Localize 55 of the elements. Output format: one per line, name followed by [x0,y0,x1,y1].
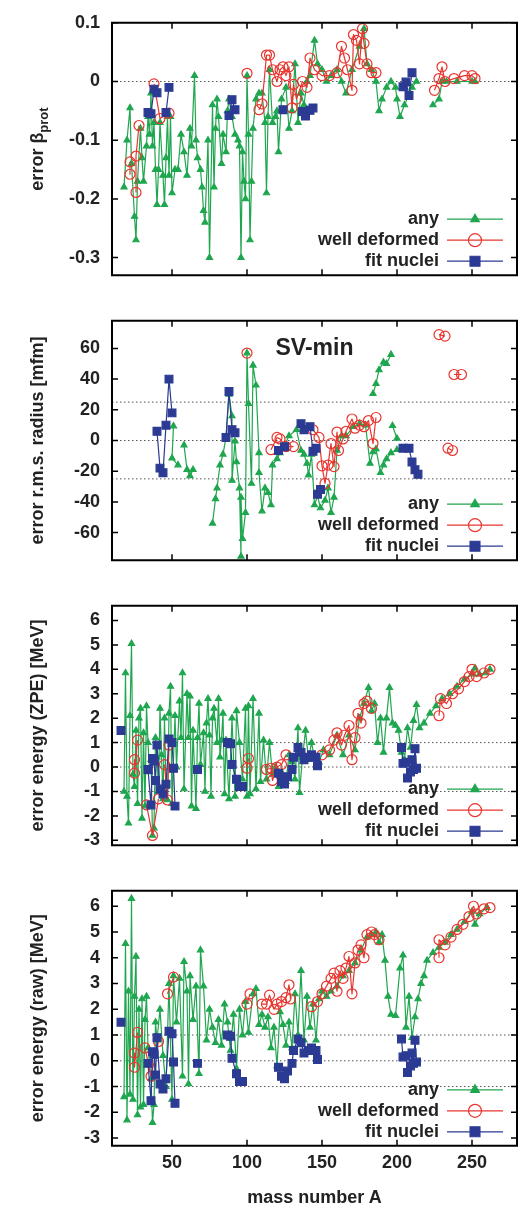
y-tick-label: 1 [89,731,100,752]
y-tick-label: 20 [79,398,100,419]
y-tick-label: 60 [79,337,100,358]
legend-label: any [407,778,439,799]
y-axis-title: error r.m.s. radius [mfm] [26,336,47,545]
y-tick-label: 0 [89,70,100,91]
text: SV-min [275,334,354,361]
x-axis-title: mass number A [247,1187,382,1208]
y-tick-label: -0.1 [68,129,100,150]
y-tick-label: -3 [83,1127,100,1148]
legend-label: fit nuclei [364,820,439,841]
y-tick-label: -2 [83,804,100,825]
y-tick-label: 3 [89,972,100,993]
legend-label: any [407,1078,439,1099]
y-tick-label: -0.3 [68,246,100,267]
y-tick-label: 4 [89,658,100,679]
legend-label: fit nuclei [364,250,439,271]
y-tick-label: 5 [89,633,100,654]
y-axis-title: error βprot [26,106,51,191]
y-axis-title: error energy (raw) [MeV] [26,914,47,1123]
y-tick-label: 2 [89,707,100,728]
x-tick-label: 100 [231,1151,263,1172]
legend-label: well deformed [316,229,439,250]
y-tick-label: 0 [89,429,100,450]
x-tick-label: 250 [456,1151,488,1172]
legend-label: fit nuclei [364,535,439,556]
y-tick-label: 5 [89,920,100,941]
x-tick-label: 50 [161,1151,183,1172]
y-axis-title: error energy (ZPE) [MeV] [26,619,47,832]
y-tick-label: 1 [89,1024,100,1045]
y-tick-label: -60 [73,521,100,542]
legend-label: well deformed [316,514,439,535]
legend-label: well deformed [316,1099,439,1120]
y-tick-label: 4 [89,946,100,967]
y-tick-label: -0.2 [68,187,100,208]
y-tick-label: 3 [89,682,100,703]
y-tick-label: -40 [73,490,100,511]
y-tick-label: 2 [89,998,100,1019]
x-tick-label: 200 [381,1151,413,1172]
legend-label: well deformed [316,799,439,820]
y-tick-label: -2 [83,1101,100,1122]
y-tick-label: 0 [89,1049,100,1070]
y-tick-label: 0.1 [74,11,100,32]
y-tick-label: -20 [73,460,100,481]
y-tick-label: 6 [89,895,100,916]
x-tick-label: 150 [306,1151,338,1172]
y-tick-label: 40 [79,368,100,389]
y-tick-label: 0 [89,756,100,776]
legend-label: any [407,208,439,229]
legend-label: any [407,493,439,514]
y-tick-label: -1 [83,780,100,801]
y-tick-label: -3 [83,829,100,850]
y-tick-label: -1 [83,1075,100,1096]
y-tick-label: 6 [89,609,100,630]
legend-label: fit nuclei [364,1120,439,1141]
